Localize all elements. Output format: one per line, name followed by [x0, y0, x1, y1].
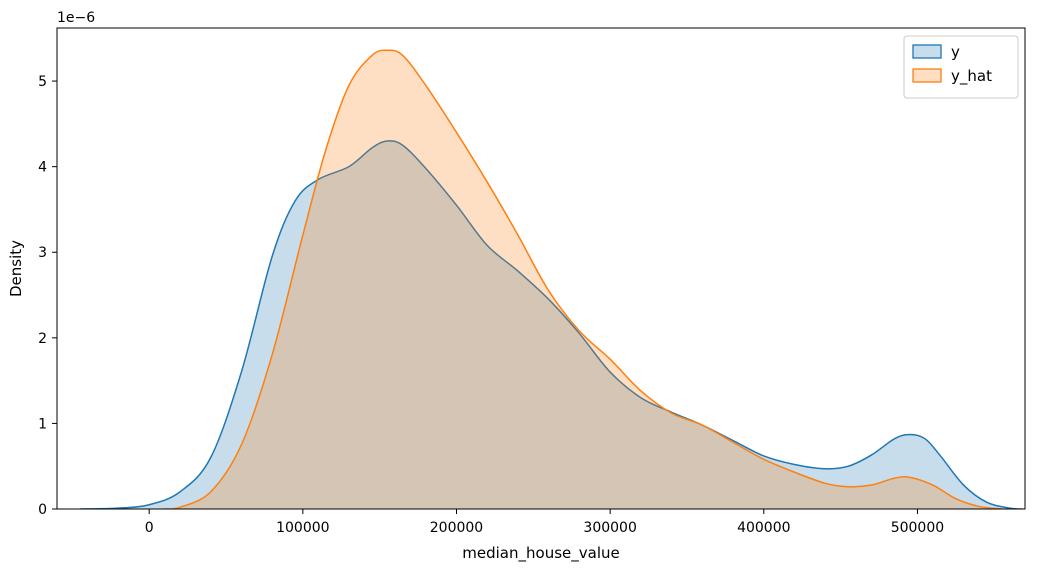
y-tick-label: 2 — [38, 331, 47, 347]
x-axis-label: median_house_value — [462, 544, 619, 563]
x-tick-label: 500000 — [891, 520, 944, 536]
y-scale-note: 1e−6 — [57, 10, 95, 26]
x-tick-label: 100000 — [276, 520, 329, 536]
series-line-y_hat — [164, 49, 1003, 509]
y-tick-label: 0 — [38, 502, 47, 518]
x-tick-label: 200000 — [430, 520, 483, 536]
plot-area — [80, 49, 1022, 509]
x-tick-label: 300000 — [583, 520, 636, 536]
series-area-y_hat — [164, 50, 1002, 509]
series-line-y — [80, 140, 1022, 509]
series-area-y — [80, 140, 1022, 509]
y-tick-label: 5 — [38, 74, 47, 90]
y-tick-label: 3 — [38, 245, 47, 261]
y-axis-label: Density — [7, 240, 25, 297]
x-tick-label: 400000 — [737, 520, 790, 536]
y-tick-label: 4 — [38, 160, 47, 176]
legend-label-y: y — [951, 43, 960, 61]
x-tick-label: 0 — [145, 520, 154, 536]
legend-swatch-y_hat — [912, 68, 942, 83]
plot-frame — [56, 27, 1026, 510]
legend-label-y_hat: y_hat — [951, 67, 992, 86]
y-tick-label: 1 — [38, 416, 47, 432]
legend-swatch-y — [912, 44, 942, 59]
